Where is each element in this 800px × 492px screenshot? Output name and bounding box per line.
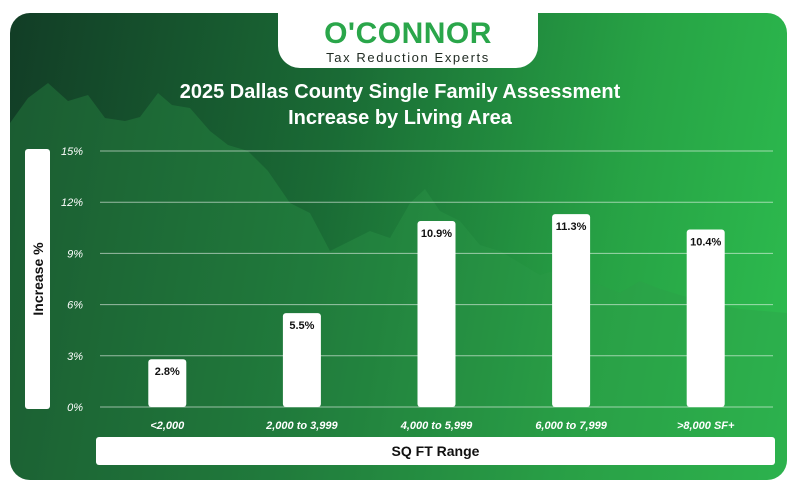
company-logo: O'CONNOR [324, 17, 492, 50]
x-tick-label: <2,000 [150, 420, 185, 432]
bar [282, 313, 321, 407]
x-tick-label: >8,000 SF+ [677, 420, 735, 432]
background-area-graphic [10, 83, 787, 480]
x-axis-label: SQ FT Range [391, 443, 480, 459]
bar-value-label: 5.5% [289, 320, 314, 332]
logo-tab: O'CONNOR Tax Reduction Experts [278, 13, 538, 68]
bar-value-label: 2.8% [155, 366, 180, 378]
y-tick-label: 6% [67, 300, 83, 312]
y-tick-label: 15% [61, 146, 83, 158]
y-axis-label-box [25, 149, 50, 409]
bar [417, 220, 456, 407]
y-tick-label: 3% [67, 351, 83, 363]
bar-value-label: 11.3% [556, 221, 587, 233]
logo-tagline: Tax Reduction Experts [326, 50, 490, 65]
bar [148, 359, 187, 407]
chart-title-line-2: Increase by Living Area [288, 107, 512, 129]
y-tick-label: 0% [67, 402, 83, 414]
bar [552, 214, 591, 407]
chart-title-line-1: 2025 Dallas County Single Family Assessm… [179, 81, 621, 103]
x-tick-label: 6,000 to 7,999 [535, 420, 607, 432]
chart-card: O'CONNOR Tax Reduction Experts [10, 13, 787, 480]
x-tick-label: 2,000 to 3,999 [265, 420, 338, 432]
bar [686, 229, 725, 407]
bar-value-label: 10.4% [690, 237, 721, 249]
y-tick-label: 9% [67, 248, 83, 260]
y-tick-label: 12% [61, 197, 83, 209]
x-tick-label: 4,000 to 5,999 [400, 420, 473, 432]
x-axis-label-box: SQ FT Range [96, 437, 775, 465]
chart-title: 2025 Dallas County Single Family Assessm… [140, 79, 660, 131]
bar-value-label: 10.9% [421, 228, 452, 240]
